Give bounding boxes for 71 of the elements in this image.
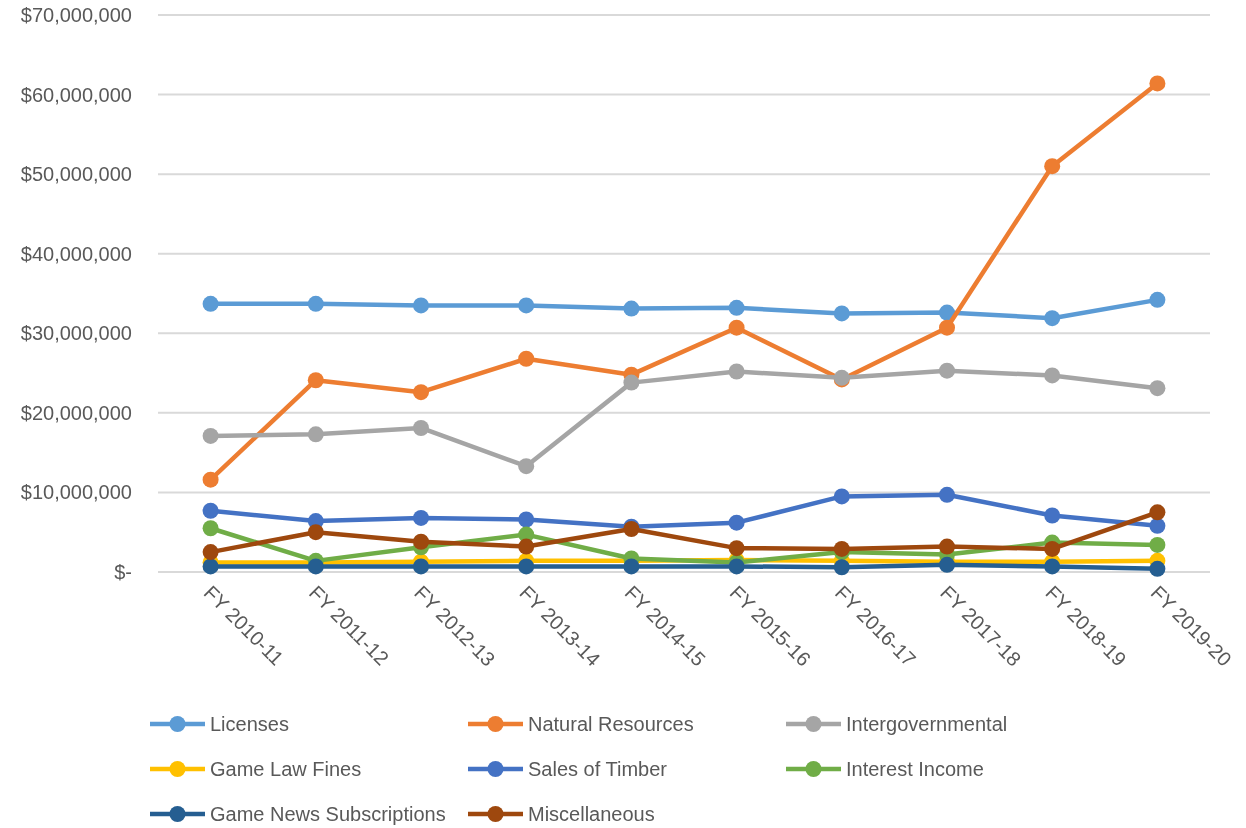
y-tick-label: $30,000,000 (20, 322, 132, 345)
point (728, 558, 745, 575)
y-tick-label: $50,000,000 (20, 163, 132, 186)
point (1044, 158, 1061, 175)
y-tick-label: $20,000,000 (20, 401, 132, 424)
point (939, 319, 955, 336)
point (728, 363, 745, 380)
point (728, 514, 745, 531)
point (202, 544, 219, 561)
point (1149, 380, 1166, 397)
point (518, 538, 535, 555)
point (623, 374, 640, 391)
legend-label: Miscellaneous (528, 803, 655, 825)
point (939, 486, 955, 503)
point (202, 502, 219, 519)
point (307, 372, 324, 389)
y-tick-label: $40,000,000 (20, 242, 132, 265)
point (728, 540, 745, 557)
point (833, 488, 850, 505)
point (202, 520, 219, 537)
y-tick-label: $- (114, 561, 132, 583)
point (518, 350, 535, 367)
point (413, 419, 429, 436)
point (1149, 291, 1166, 308)
point (413, 384, 429, 401)
point (413, 558, 429, 575)
point (518, 297, 535, 314)
point (202, 471, 219, 488)
point (1044, 540, 1061, 557)
legend-label: Intergovernmental (846, 713, 1008, 735)
point (939, 304, 955, 321)
legend-label: Licenses (210, 713, 289, 735)
point (307, 295, 324, 312)
point (833, 540, 850, 557)
point (939, 538, 955, 555)
point (518, 558, 535, 575)
point (1149, 504, 1166, 521)
point (939, 362, 955, 379)
point (518, 511, 535, 528)
point (833, 559, 850, 576)
legend-label: Game News Subscriptions (210, 803, 446, 825)
point (413, 533, 429, 550)
point (413, 509, 429, 526)
y-tick-label: $10,000,000 (20, 481, 132, 504)
y-tick-label: $70,000,000 (20, 4, 132, 26)
point (518, 458, 535, 475)
point (307, 426, 324, 443)
legend-label: Sales of Timber (528, 758, 668, 780)
legend-label: Interest Income (846, 758, 984, 780)
legend-label: Natural Resources (528, 713, 694, 735)
point (202, 427, 219, 444)
point (1149, 536, 1166, 553)
point (1044, 507, 1061, 524)
point (1044, 367, 1061, 384)
point (623, 300, 640, 317)
point (202, 295, 219, 312)
point (1044, 310, 1061, 327)
y-tick-label: $60,000,000 (20, 83, 132, 106)
point (1044, 558, 1061, 575)
point (307, 524, 324, 541)
legend-label: Game Law Fines (210, 758, 362, 780)
point (728, 319, 745, 336)
point (1149, 75, 1166, 92)
point (728, 299, 745, 316)
point (623, 558, 640, 575)
point (1149, 517, 1166, 534)
point (1149, 560, 1166, 577)
point (202, 558, 219, 575)
point (413, 297, 429, 314)
point (307, 558, 324, 575)
point (833, 305, 850, 322)
